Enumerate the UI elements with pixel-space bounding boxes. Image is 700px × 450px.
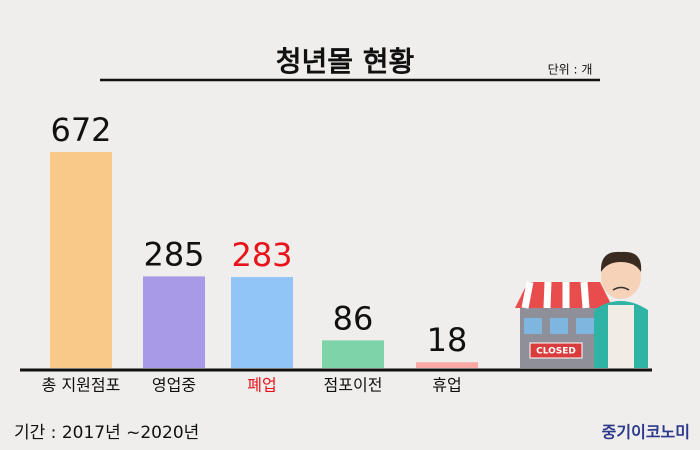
closed-text: CLOSED: [536, 347, 576, 357]
store-window: [524, 318, 542, 334]
x-tick-label: 점포이전: [324, 376, 383, 395]
bar: [231, 277, 293, 368]
value-label: 86: [333, 299, 374, 337]
source-label: 중기이코노미: [602, 423, 690, 442]
chart-title: 청년몰 현황: [276, 45, 415, 78]
store-window: [550, 318, 568, 334]
bar: [50, 152, 112, 368]
x-tick-label: 휴업: [432, 376, 461, 395]
period-note: 기간 : 2017년 ~2020년: [14, 423, 199, 443]
unit-label: 단위 : 개: [548, 63, 593, 77]
store-illustration: CLOSED: [515, 251, 648, 368]
person-face: [601, 255, 641, 299]
person-shirt: [608, 305, 634, 368]
x-tick-label: 폐업: [247, 376, 276, 395]
value-label: 18: [427, 321, 468, 359]
x-tick-label: 총 지원점포: [42, 376, 121, 395]
value-label: 283: [231, 236, 292, 274]
closed-sign: [529, 342, 583, 359]
awning-stripes: [521, 281, 590, 309]
value-label: 672: [50, 111, 111, 149]
bar: [416, 362, 478, 368]
x-tick-label: 영업중: [152, 376, 196, 395]
value-label: 285: [143, 235, 204, 273]
store-window: [576, 318, 594, 334]
person-mouth: [612, 286, 630, 291]
bar: [322, 340, 384, 368]
bar: [143, 276, 205, 368]
person-hair: [600, 251, 642, 272]
